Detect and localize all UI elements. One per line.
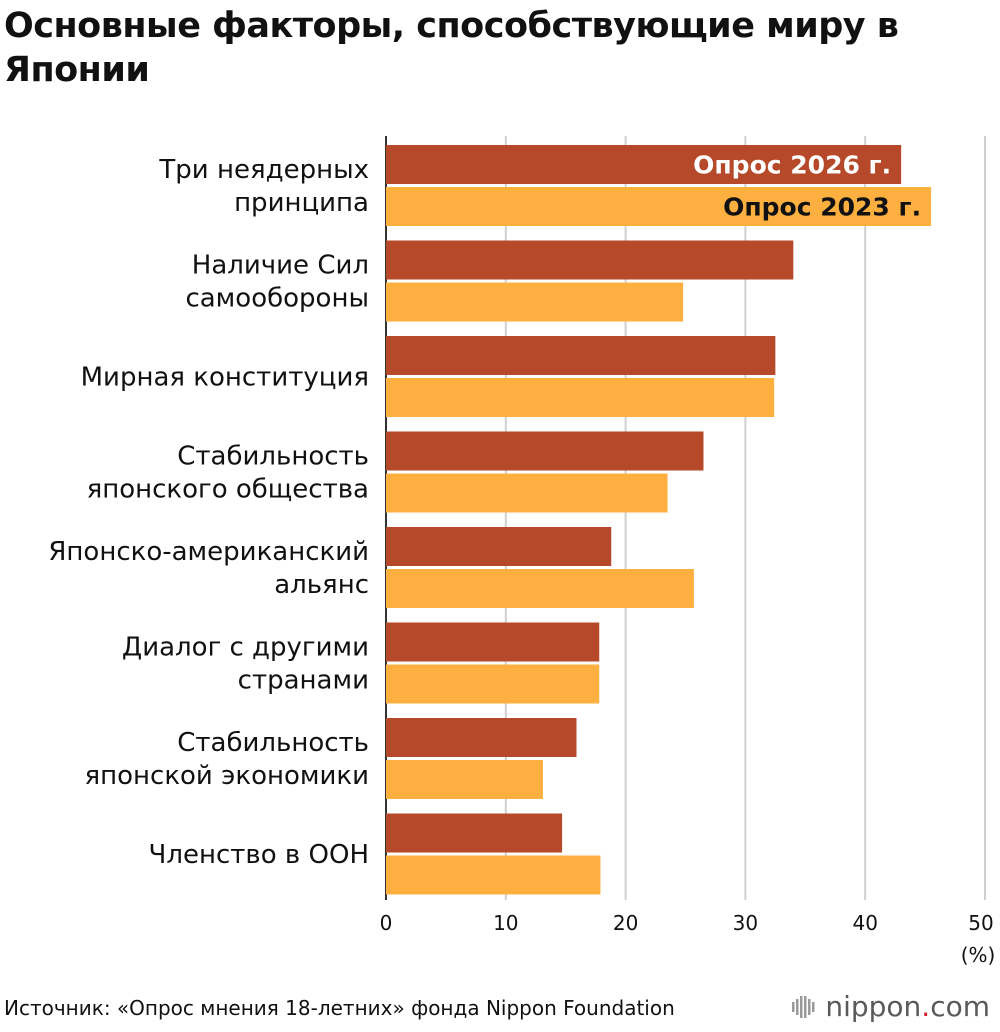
bar-series1-3 xyxy=(386,431,704,471)
category-label-4-0: Японско-американский xyxy=(48,537,369,567)
bar-series2-5 xyxy=(386,664,600,704)
legend-series2: Опрос 2023 г. xyxy=(723,193,921,222)
x-tick-label-20: 20 xyxy=(613,911,638,935)
category-label-3-0: Стабильность xyxy=(177,442,369,472)
bar-series2-0 xyxy=(386,187,932,226)
legend: Опрос 2026 г. Опрос 2023 г. xyxy=(693,151,921,222)
category-label-0-0: Три неядерных xyxy=(158,155,369,185)
x-tick-label-30: 30 xyxy=(733,911,758,935)
x-tick-label-0: 0 xyxy=(380,911,393,935)
category-label-2-0: Мирная конституция xyxy=(81,363,369,393)
bar-series2-4 xyxy=(386,569,694,608)
x-tick-label-10: 10 xyxy=(493,911,518,935)
bar-series1-6 xyxy=(386,718,577,757)
x-tick-label-50: 50 xyxy=(968,911,993,935)
bar-series2-1 xyxy=(386,282,684,322)
x-unit-label: (%) xyxy=(961,943,996,967)
bar-series2-2 xyxy=(386,378,775,417)
category-label-6-0: Стабильность xyxy=(177,728,369,758)
legend-series1: Опрос 2026 г. xyxy=(693,151,891,180)
category-label-6-1: японской экономики xyxy=(84,761,369,791)
brand-name: nippon xyxy=(825,990,922,1023)
bar-series2-3 xyxy=(386,473,668,513)
brand-logo: nippon.com xyxy=(791,990,990,1023)
nippon-logo-icon xyxy=(792,995,815,1018)
bar-series1-1 xyxy=(386,240,794,280)
bar-series2-7 xyxy=(386,855,601,895)
category-label-1-0: Наличие Сил xyxy=(192,251,369,281)
x-axis-ticks: 0 10 20 30 40 50 (%) xyxy=(380,911,996,967)
brand-suffix: com xyxy=(930,990,990,1023)
brand-dot: . xyxy=(921,990,931,1023)
bar-series1-4 xyxy=(386,527,612,566)
category-label-0-1: принципа xyxy=(234,188,369,218)
category-label-1-1: самообороны xyxy=(185,284,369,314)
bar-series1-5 xyxy=(386,622,600,662)
bar-series2-6 xyxy=(386,760,543,799)
bar-series1-2 xyxy=(386,336,776,375)
bars xyxy=(386,145,932,895)
source-note: Источник: «Опрос мнения 18-летних» фонда… xyxy=(4,996,675,1020)
category-label-5-0: Диалог с другими xyxy=(122,633,369,663)
category-label-5-1: странами xyxy=(238,666,369,696)
bar-series1-7 xyxy=(386,813,563,853)
bar-series1-0 xyxy=(386,145,902,184)
category-label-7-0: Членство в ООН xyxy=(149,840,369,870)
category-label-4-1: альянс xyxy=(274,570,369,600)
x-tick-label-40: 40 xyxy=(852,911,877,935)
category-label-3-1: японского общества xyxy=(87,475,369,505)
chart-title: Основные факторы, способствующие миру в … xyxy=(4,6,899,90)
